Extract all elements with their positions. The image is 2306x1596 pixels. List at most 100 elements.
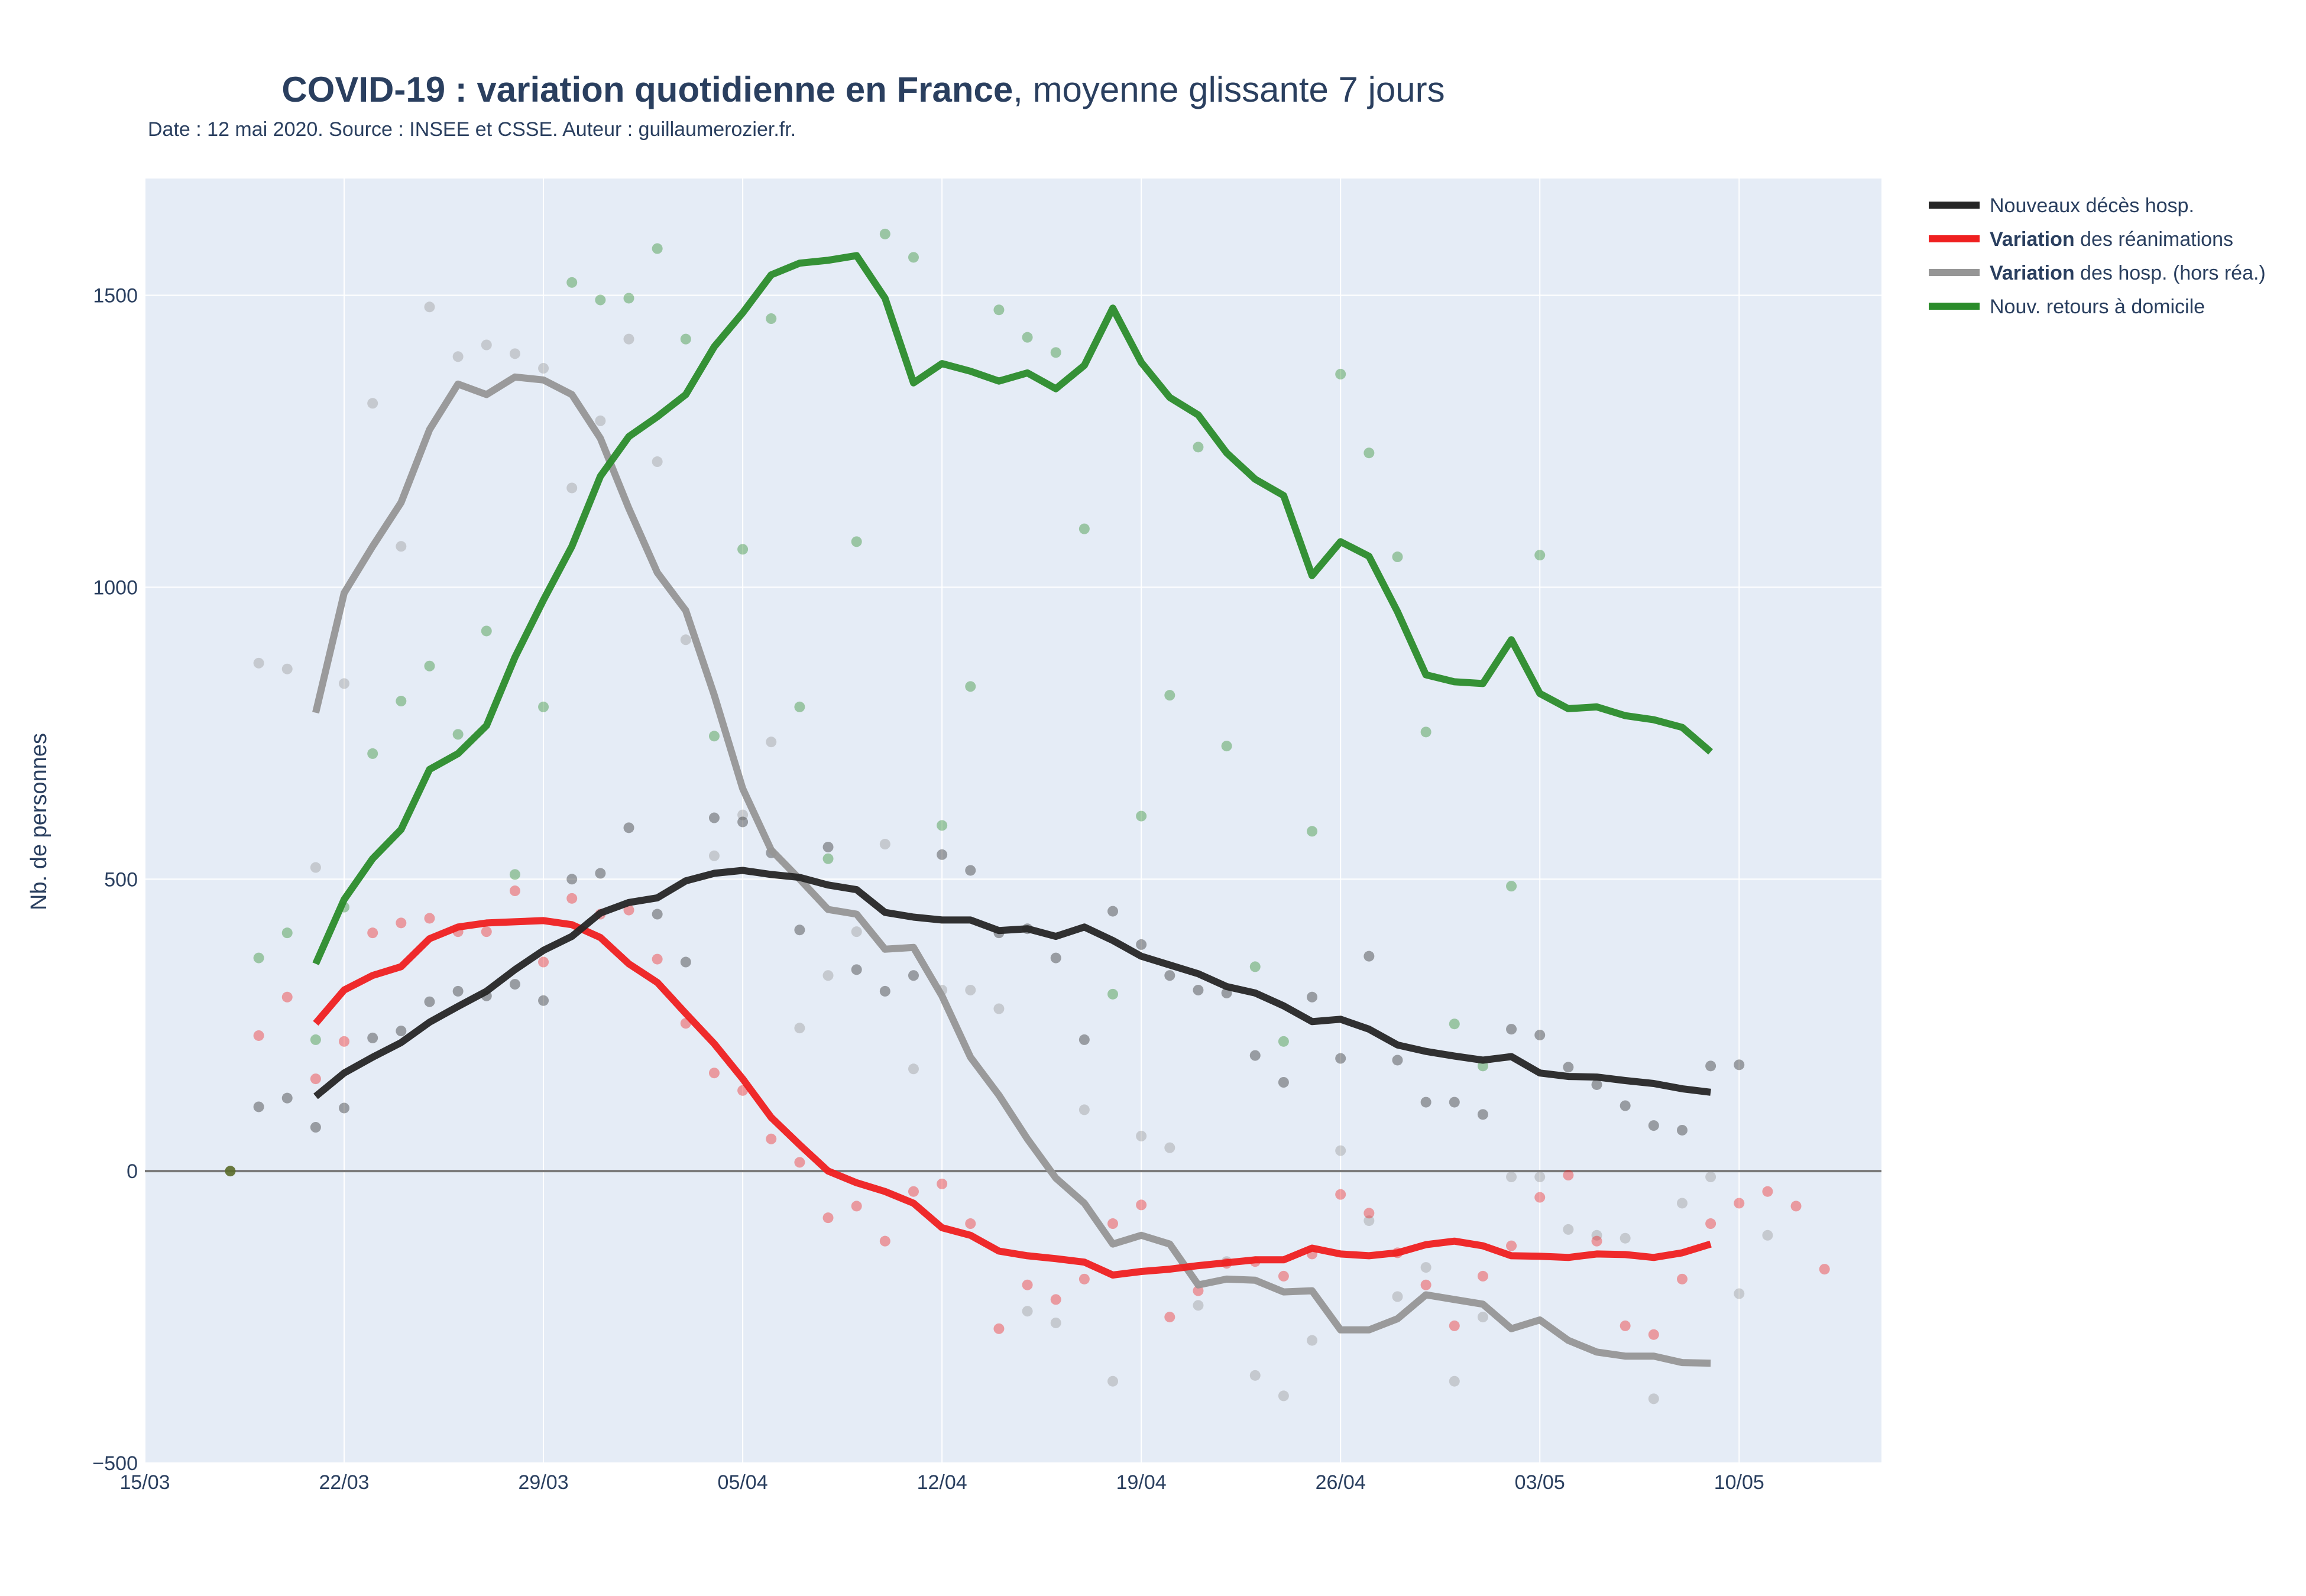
point-deces [367, 1032, 378, 1043]
point-rea [1050, 1294, 1061, 1305]
chart-subtitle: Date : 12 mai 2020. Source : INSEE et CS… [148, 118, 796, 141]
point-rea [1648, 1329, 1659, 1340]
point-deces [1107, 906, 1119, 917]
point-rad [1136, 810, 1147, 822]
point-hosp [1078, 1104, 1090, 1115]
point-rea [1534, 1192, 1546, 1203]
point-rad [481, 625, 492, 637]
point-rea [1449, 1320, 1460, 1331]
point-deces [1648, 1120, 1659, 1131]
point-rad [1193, 442, 1204, 453]
point-hosp [253, 657, 264, 669]
point-rad [538, 701, 549, 712]
point-rea [623, 904, 634, 916]
point-rad [822, 853, 834, 864]
point-hosp [1563, 1224, 1574, 1235]
point-hosp [339, 678, 350, 689]
point-rea [822, 1212, 834, 1224]
y-tick-label: −500 [92, 1452, 138, 1475]
point-hosp [509, 348, 520, 359]
point-deces [1620, 1100, 1631, 1111]
point-rad [737, 544, 749, 555]
grid-lines [144, 179, 1881, 1464]
point-deces [1392, 1055, 1403, 1066]
point-deces [1534, 1029, 1546, 1040]
point-rea [766, 1133, 777, 1144]
point-deces [566, 874, 578, 885]
point-hosp [1534, 1172, 1546, 1183]
point-deces [253, 1101, 264, 1112]
point-rea [1762, 1186, 1773, 1197]
series-lines [312, 252, 1714, 1367]
point-rad [1307, 826, 1318, 837]
point-hosp [424, 301, 435, 313]
point-rea [937, 1178, 948, 1189]
point-rea [1420, 1279, 1431, 1290]
point-rea [1164, 1312, 1175, 1323]
point-rad [1506, 881, 1517, 892]
point-deces [937, 849, 948, 860]
point-rad [1249, 961, 1261, 972]
point-rea [1193, 1285, 1204, 1296]
legend-item-rea: Variation des réanimations [1990, 228, 2233, 251]
point-rad [680, 333, 691, 345]
point-hosp [1136, 1130, 1147, 1141]
line-hosp [312, 373, 1711, 1367]
point-deces [1420, 1097, 1431, 1108]
point-rad [281, 927, 293, 939]
point-deces [1591, 1079, 1602, 1090]
point-rea [509, 885, 520, 897]
point-deces [851, 964, 862, 975]
point-rad [424, 660, 435, 672]
point-rea [566, 893, 578, 904]
point-deces [1164, 970, 1175, 981]
point-rea [708, 1068, 720, 1079]
point-deces [1734, 1059, 1745, 1071]
point-deces [1676, 1124, 1688, 1136]
point-deces [452, 985, 464, 997]
point-rad [993, 304, 1005, 316]
point-rea [1734, 1198, 1745, 1209]
point-hosp [1762, 1230, 1773, 1241]
point-rea [1136, 1199, 1147, 1211]
point-rea [1790, 1201, 1802, 1212]
point-deces [908, 970, 919, 981]
point-deces [965, 865, 976, 876]
point-hosp [1477, 1312, 1488, 1323]
point-rea [1819, 1264, 1830, 1275]
point-deces [396, 1026, 407, 1037]
point-rad [1107, 988, 1119, 1000]
x-tick-label: 15/03 [119, 1471, 170, 1494]
point-deces [879, 985, 890, 997]
point-deces [822, 841, 834, 852]
point-hosp [1676, 1198, 1688, 1209]
point-rad [1278, 1036, 1289, 1047]
point-rea [993, 1323, 1005, 1334]
point-hosp [993, 1003, 1005, 1014]
point-rea [1078, 1273, 1090, 1284]
point-rad [1335, 368, 1346, 379]
point-rad [1164, 690, 1175, 701]
point-deces [339, 1102, 350, 1114]
point-hosp [652, 456, 663, 468]
point-rad [595, 294, 606, 306]
point-rea [1506, 1240, 1517, 1251]
point-hosp [1050, 1317, 1061, 1328]
point-deces [1335, 1053, 1346, 1064]
point-hosp [1705, 1172, 1716, 1183]
point-rad [1534, 550, 1546, 561]
point-hosp [822, 970, 834, 981]
line-deces [313, 867, 1711, 1099]
point-hosp [1620, 1232, 1631, 1244]
point-hosp [623, 333, 634, 345]
point-rad [794, 701, 805, 712]
point-rea [1363, 1208, 1375, 1219]
point-rad [367, 748, 378, 759]
point-deces [708, 812, 720, 823]
point-rad [310, 1034, 321, 1045]
point-hosp [310, 862, 321, 873]
point-hosp [1193, 1300, 1204, 1311]
point-hosp [1591, 1230, 1602, 1241]
point-deces [1307, 991, 1318, 1003]
